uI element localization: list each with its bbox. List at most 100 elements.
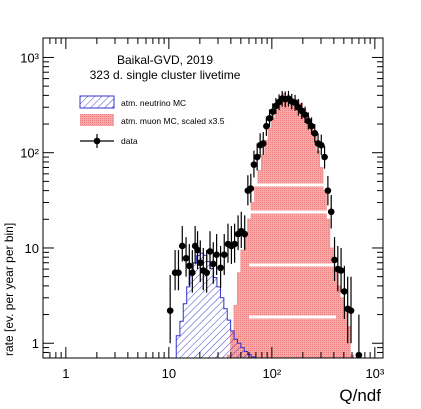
x-axis-label: Q/ndf bbox=[339, 386, 381, 405]
neutrino-mc-bar bbox=[189, 272, 194, 358]
muon-mc-bar bbox=[316, 150, 320, 358]
muon-mc-bar bbox=[251, 202, 255, 358]
data-point bbox=[186, 244, 193, 286]
data-marker bbox=[220, 251, 228, 259]
data-points-layer bbox=[166, 90, 363, 358]
data-marker bbox=[327, 208, 335, 216]
neutrino-mc-bar bbox=[223, 308, 228, 358]
x-tick-label: 1 bbox=[62, 366, 69, 381]
muon-mc-bar bbox=[292, 100, 296, 358]
data-marker bbox=[311, 129, 319, 137]
annotation-line-2: 323 d. single cluster livetime bbox=[90, 68, 241, 82]
data-marker bbox=[182, 254, 190, 262]
neutrino-mc-bar bbox=[247, 354, 252, 358]
data-marker bbox=[194, 246, 201, 254]
data-point bbox=[220, 234, 228, 276]
data-marker bbox=[308, 122, 315, 130]
data-point bbox=[231, 223, 238, 263]
data-point bbox=[241, 215, 248, 251]
muon-mc-bar bbox=[333, 269, 337, 358]
muon-mc-bar bbox=[247, 219, 252, 358]
muon-mc-bar bbox=[295, 99, 300, 358]
y-tick-label: 10³ bbox=[20, 50, 39, 65]
data-marker bbox=[341, 288, 348, 295]
data-point bbox=[217, 245, 224, 289]
muon-mc-bar bbox=[278, 103, 283, 358]
data-point bbox=[291, 94, 299, 111]
data-marker bbox=[196, 259, 204, 267]
neutrino-mc-bar bbox=[244, 351, 249, 358]
neutrino-mc-bar bbox=[210, 268, 214, 358]
data-marker bbox=[247, 185, 255, 192]
data-marker bbox=[331, 256, 338, 264]
muon-mc-bar bbox=[339, 297, 344, 358]
plot-frame bbox=[42, 37, 384, 359]
neutrino-mc-bar bbox=[186, 286, 191, 358]
data-marker bbox=[305, 117, 312, 125]
muon-mc-bar bbox=[254, 185, 259, 358]
data-point bbox=[317, 134, 325, 156]
data-point bbox=[337, 247, 345, 293]
muon-mc-bar bbox=[271, 118, 276, 358]
muon-mc-bar bbox=[305, 116, 310, 358]
muon-mc-bar bbox=[264, 140, 269, 358]
muon-mc-bar bbox=[240, 250, 245, 358]
data-marker bbox=[266, 114, 273, 122]
muon-mc-bar bbox=[309, 126, 313, 358]
legend-swatch-muon bbox=[80, 114, 114, 126]
data-point bbox=[331, 237, 338, 282]
legend-label-muon: atm. muon MC, scaled x3.5 bbox=[121, 116, 225, 126]
data-point bbox=[237, 211, 245, 248]
data-point bbox=[213, 234, 220, 276]
data-point bbox=[327, 194, 335, 229]
data-marker bbox=[189, 269, 196, 277]
muon-mc-bar bbox=[329, 247, 334, 358]
data-point bbox=[196, 240, 204, 282]
neutrino-mc-bar bbox=[193, 262, 197, 358]
data-marker bbox=[263, 122, 270, 130]
neutrino-mc-bar bbox=[237, 343, 242, 358]
x-tick-label: 10 bbox=[162, 366, 176, 381]
muon-mc-bar bbox=[319, 167, 324, 358]
neutrino-mc-bar bbox=[176, 335, 181, 358]
neutrino-mc-bar bbox=[179, 321, 184, 358]
data-point bbox=[206, 231, 214, 270]
data-point bbox=[175, 250, 182, 291]
muon-mc-bar bbox=[268, 128, 272, 358]
data-point bbox=[203, 250, 210, 293]
muon-mc-bar bbox=[285, 97, 290, 358]
muon-mc-bar bbox=[288, 98, 293, 358]
neutrino-mc-bar bbox=[220, 297, 225, 358]
data-point bbox=[247, 173, 255, 203]
data-marker bbox=[321, 153, 328, 161]
data-marker bbox=[217, 264, 224, 272]
data-point bbox=[189, 250, 196, 293]
data-marker bbox=[178, 242, 186, 250]
neutrino-mc-outline bbox=[175, 252, 256, 358]
neutrino-mc-bar bbox=[196, 255, 201, 358]
y-axis-label: rate [ev. per year per bin] bbox=[2, 223, 16, 356]
axes: 1 10 10² 10³ 1 10 10² 10³ bbox=[20, 38, 385, 381]
y-tick-label: 10 bbox=[25, 241, 39, 256]
neutrino-mc-bar bbox=[227, 320, 231, 358]
data-marker bbox=[291, 99, 299, 106]
muon-mc-bar bbox=[299, 103, 303, 358]
neutrino-mc-bar bbox=[203, 255, 208, 358]
data-point bbox=[209, 242, 217, 284]
data-marker bbox=[259, 140, 267, 147]
muon-mc-bar bbox=[275, 110, 279, 358]
data-marker bbox=[231, 240, 238, 248]
data-marker bbox=[324, 187, 332, 194]
data-point bbox=[253, 143, 261, 171]
legend-swatch-neutrino bbox=[79, 95, 115, 109]
data-point bbox=[259, 131, 267, 155]
data-marker bbox=[209, 260, 217, 268]
data-marker bbox=[337, 267, 345, 274]
neutrino-mc-bar bbox=[230, 330, 235, 358]
muon-mc-bar bbox=[234, 305, 238, 358]
neutrino-mc-bar bbox=[200, 253, 204, 358]
neutrino-mc-bar bbox=[206, 261, 211, 358]
legend-label-neutrino: atm. neutrino MC bbox=[121, 98, 186, 108]
data-marker bbox=[203, 269, 210, 277]
data-marker bbox=[241, 230, 248, 238]
